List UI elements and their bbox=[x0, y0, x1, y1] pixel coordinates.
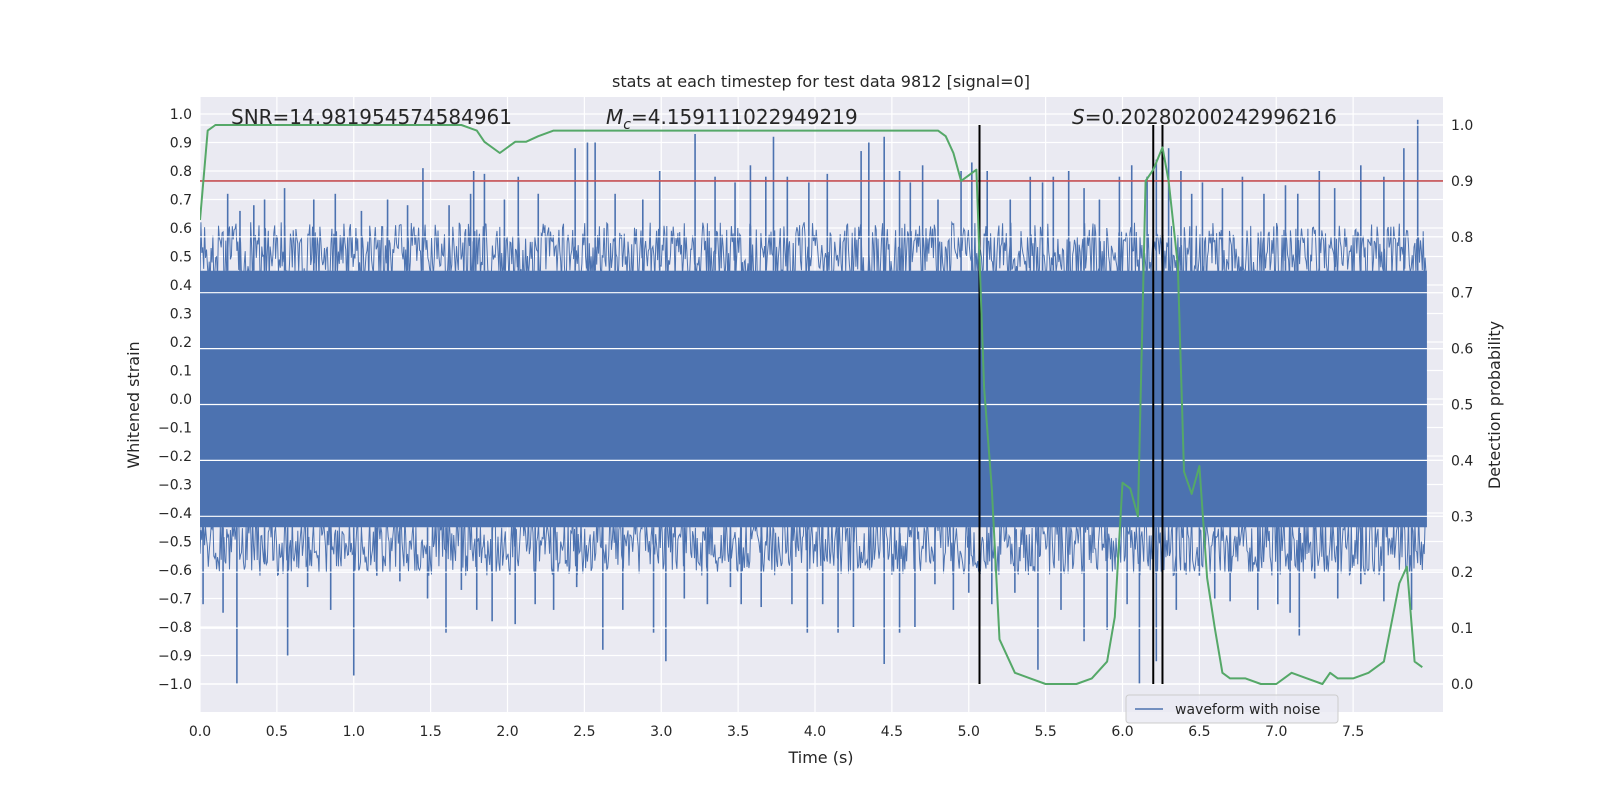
x-tick-label: 6.5 bbox=[1188, 724, 1210, 740]
x-tick-label: 5.0 bbox=[958, 724, 980, 740]
y-tick-label-left: −0.4 bbox=[158, 506, 192, 522]
y-tick-label-left: 0.3 bbox=[170, 307, 192, 323]
y-tick-label-left: 0.4 bbox=[170, 278, 192, 294]
chirp-mass-subscript: c bbox=[623, 117, 631, 133]
chart-title: stats at each timestep for test data 981… bbox=[612, 72, 1030, 91]
waveform-series bbox=[200, 119, 1443, 685]
probability-group bbox=[200, 124, 1423, 685]
waveform-noise-band bbox=[200, 270, 1427, 528]
x-axis-label: Time (s) bbox=[787, 748, 853, 767]
chirp-mass-annotation: Mc=4.159111022949219 bbox=[606, 105, 858, 133]
y-tick-label-right: 1.0 bbox=[1451, 118, 1473, 134]
s-value: =0.20280200242996216 bbox=[1085, 105, 1337, 129]
y-ticks-left: 1.0 0.9 0.8 0.7 0.6 0.5 0.4 0.3 0.2 0.1 0.0 −0.1 −0.… bbox=[158, 107, 192, 693]
y-ticks-right: 1.0 0.9 0.8 0.7 0.6 0.5 0.4 0.3 0.2 0.1 0.0 bbox=[1451, 118, 1473, 693]
x-tick-label: 0.0 bbox=[189, 724, 211, 740]
snr-annotation: SNR=14.981954574584961 bbox=[231, 105, 512, 129]
y-tick-label-right: 0.0 bbox=[1451, 677, 1473, 693]
y-tick-label-left: 0.1 bbox=[170, 364, 192, 380]
y-tick-label-right: 0.5 bbox=[1451, 398, 1473, 414]
y-tick-label-right: 0.3 bbox=[1451, 509, 1473, 525]
y-tick-label-right: 0.4 bbox=[1451, 453, 1473, 469]
x-tick-label: 0.5 bbox=[266, 724, 288, 740]
x-tick-label: 7.5 bbox=[1342, 724, 1364, 740]
legend-box bbox=[1125, 694, 1339, 724]
waveform-lower-edge bbox=[200, 512, 1427, 577]
x-tick-label: 2.0 bbox=[496, 724, 518, 740]
probability-line bbox=[200, 124, 1423, 685]
x-tick-label: 6.0 bbox=[1111, 724, 1133, 740]
y-axis-label-right: Detection probability bbox=[1485, 321, 1504, 489]
y-tick-label-right: 0.1 bbox=[1451, 621, 1473, 637]
x-tick-label: 1.5 bbox=[419, 724, 441, 740]
x-tick-label: 2.5 bbox=[573, 724, 595, 740]
vlines-group bbox=[978, 125, 1164, 684]
chirp-mass-value: =4.159111022949219 bbox=[631, 105, 858, 129]
y-tick-label-left: 0.7 bbox=[170, 193, 192, 209]
y-tick-label-left: −1.0 bbox=[158, 677, 192, 693]
y-tick-label-left: 0.0 bbox=[170, 392, 192, 408]
y-tick-label-right: 0.6 bbox=[1451, 342, 1473, 358]
s-annotation: S=0.20280200242996216 bbox=[1072, 105, 1337, 129]
y-tick-label-left: 0.2 bbox=[170, 335, 192, 351]
y-tick-label-left: −0.6 bbox=[158, 563, 192, 579]
y-tick-label-left: 1.0 bbox=[170, 107, 192, 123]
x-tick-label: 4.5 bbox=[881, 724, 903, 740]
x-tick-label: 3.0 bbox=[650, 724, 672, 740]
legend: waveform with noise bbox=[1125, 694, 1339, 724]
y-axis-label-left: Whitened strain bbox=[124, 341, 143, 468]
y-tick-label-right: 0.2 bbox=[1451, 565, 1473, 581]
y-tick-label-left: 0.5 bbox=[170, 250, 192, 266]
x-tick-label: 1.0 bbox=[343, 724, 365, 740]
y-tick-label-left: −0.3 bbox=[158, 478, 192, 494]
y-tick-label-left: −0.5 bbox=[158, 535, 192, 551]
y-tick-label-left: −0.7 bbox=[158, 592, 192, 608]
waveform-upper-edge bbox=[200, 220, 1427, 287]
x-tick-label: 3.5 bbox=[727, 724, 749, 740]
y-tick-label-right: 0.7 bbox=[1451, 286, 1473, 302]
x-tick-label: 4.0 bbox=[804, 724, 826, 740]
y-tick-label-left: 0.8 bbox=[170, 164, 192, 180]
y-tick-label-left: −0.2 bbox=[158, 449, 192, 465]
x-ticks: 0.0 0.5 1.0 1.5 2.0 2.5 3.0 3.5 4.0 4.5 5.0 5.5 6.0 6… bbox=[189, 724, 1364, 740]
chirp-mass-symbol: M bbox=[606, 105, 623, 129]
x-tick-label: 7.0 bbox=[1265, 724, 1287, 740]
y-tick-label-right: 0.9 bbox=[1451, 174, 1473, 190]
y-tick-label-left: 0.9 bbox=[170, 136, 192, 152]
legend-label: waveform with noise bbox=[1175, 702, 1320, 718]
x-tick-label: 5.5 bbox=[1034, 724, 1056, 740]
y-tick-label-right: 0.8 bbox=[1451, 230, 1473, 246]
y-tick-label-left: −0.9 bbox=[158, 649, 192, 665]
y-tick-label-left: 0.6 bbox=[170, 221, 192, 237]
s-symbol: S bbox=[1072, 105, 1085, 129]
y-tick-label-left: −0.1 bbox=[158, 421, 192, 437]
y-tick-label-left: −0.8 bbox=[158, 620, 192, 636]
